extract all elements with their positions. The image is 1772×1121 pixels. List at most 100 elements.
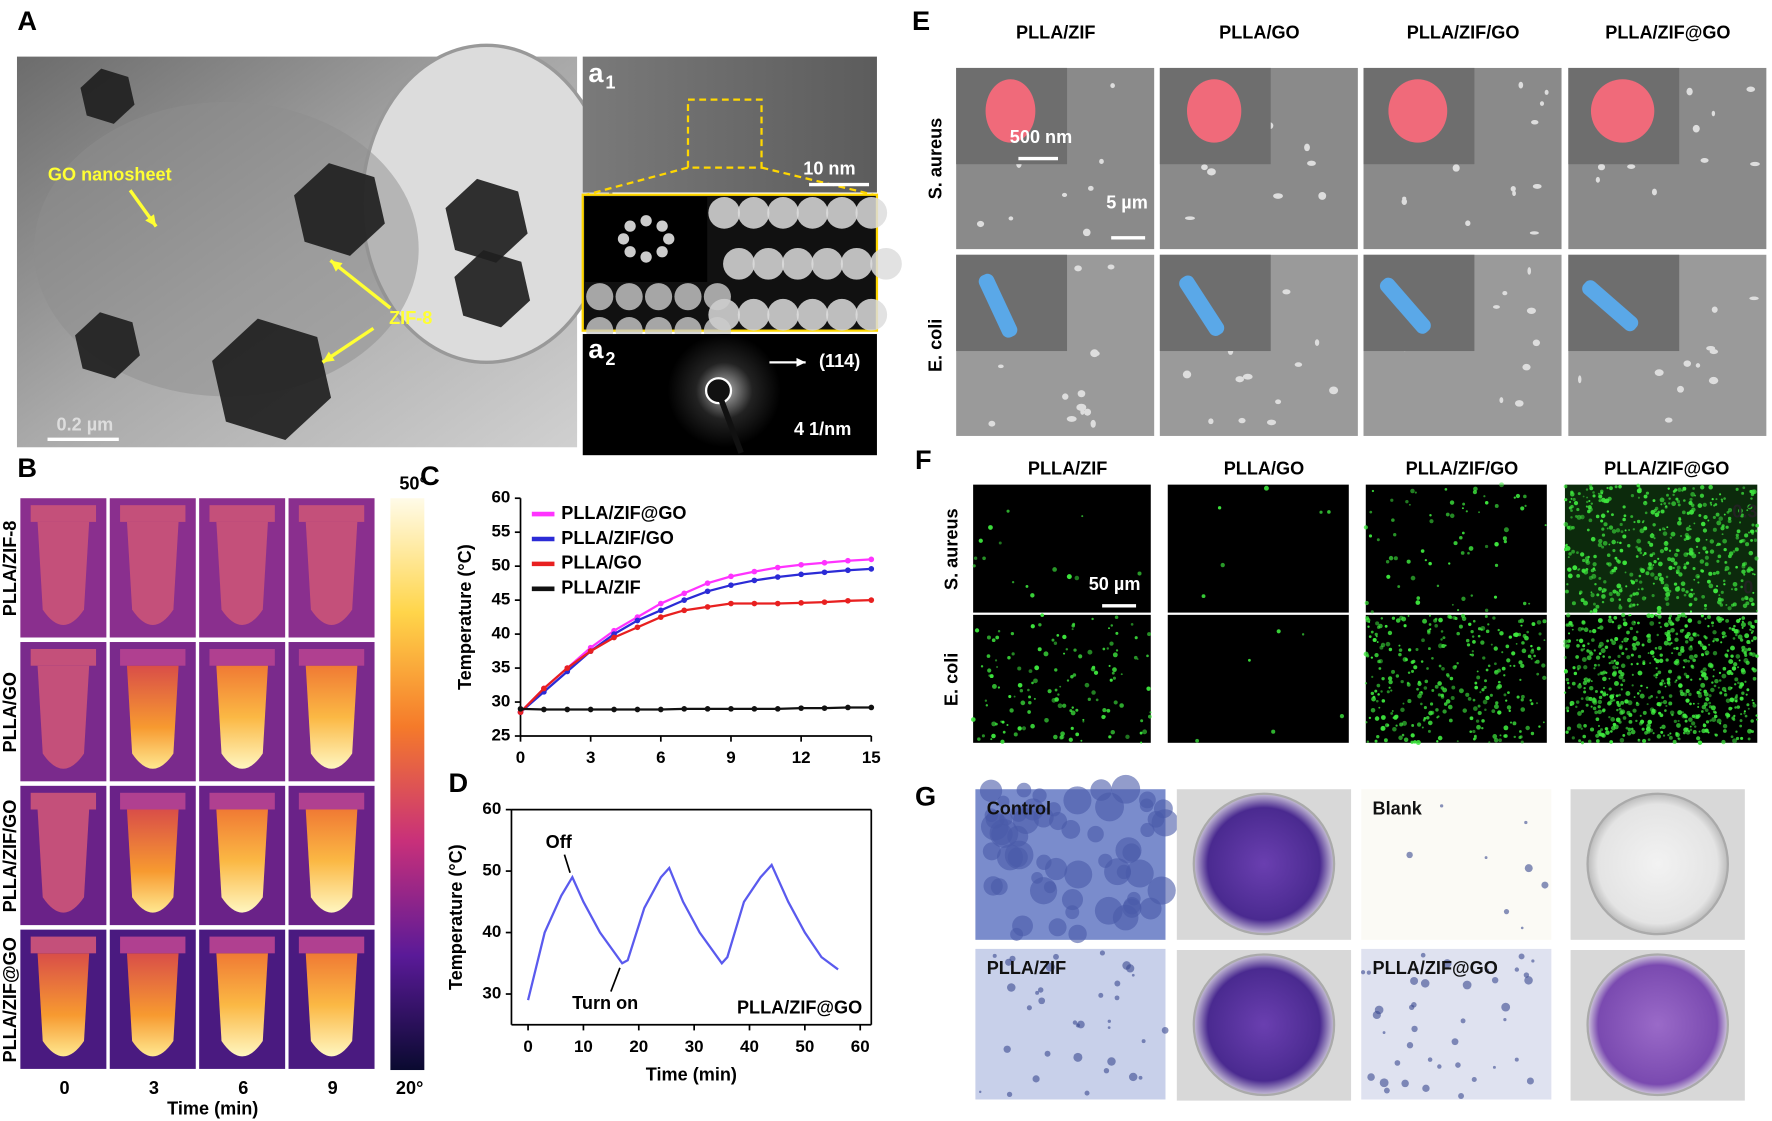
fluorescent-spot	[1423, 706, 1427, 710]
tube	[126, 521, 179, 625]
fluorescent-spot	[1586, 679, 1591, 683]
fluorescent-spot	[1692, 658, 1696, 663]
fluorescent-spot	[1680, 648, 1685, 653]
fluorescent-spot	[1724, 689, 1727, 693]
stain-spot	[1012, 915, 1033, 937]
point	[657, 600, 664, 607]
fluorescent-spot	[1670, 531, 1676, 537]
fluorescent-spot	[1403, 737, 1409, 742]
fluorescent-spot	[1106, 647, 1109, 650]
fluorescent-spot	[1616, 541, 1619, 544]
sem-speck	[1750, 161, 1760, 167]
fluorescent-spot	[1692, 632, 1698, 638]
point	[728, 573, 734, 580]
y-tick-label: 25	[491, 725, 510, 744]
fluorescent-spot	[1629, 626, 1634, 631]
fluorescent-spot	[1651, 532, 1654, 536]
stain-spot	[1379, 1078, 1389, 1088]
fluorescent-spot	[1633, 520, 1636, 524]
annotation-arrow	[610, 967, 621, 992]
fluorescent-spot	[1109, 641, 1114, 646]
fluorescent-spot	[1741, 626, 1744, 629]
fluorescent-spot	[1482, 699, 1488, 705]
fluorescent-spot	[1653, 674, 1656, 677]
stain-spot	[1053, 953, 1059, 960]
fluorescent-spot	[1691, 507, 1696, 512]
fluorescent-spot	[1639, 719, 1645, 724]
fluorescent-spot	[1381, 699, 1386, 703]
fluorescent-spot	[1749, 490, 1753, 493]
fluorescent-spot	[1072, 673, 1077, 677]
sem-speck	[1708, 376, 1719, 385]
fluorescent-spot	[1605, 730, 1610, 735]
fluorescent-spot	[1415, 600, 1421, 605]
sub-label-index: 1	[605, 73, 615, 93]
sem-speck	[976, 220, 985, 228]
fluorescent-spot	[1613, 659, 1617, 662]
fluorescent-spot	[1462, 502, 1466, 506]
fluorescent-spot	[1577, 626, 1583, 632]
fluorescent-spot	[1591, 628, 1597, 634]
label: GO nanosheet	[48, 164, 172, 184]
fluorescent-spot	[1370, 630, 1374, 634]
fluorescent-spot	[1649, 533, 1655, 539]
fluorescent-spot	[1723, 513, 1726, 516]
stain-spot	[1394, 1060, 1401, 1066]
fluorescent-spot	[1580, 648, 1584, 652]
label: Blank	[1373, 798, 1423, 818]
fluorescent-spot	[1603, 588, 1607, 592]
fluorescent-spot	[1425, 716, 1430, 720]
sem-speck	[1207, 168, 1216, 176]
sem-speck	[1526, 307, 1536, 314]
fluorescent-spot	[1608, 677, 1611, 680]
fluorescent-spot	[1597, 663, 1601, 667]
sem-speck	[1510, 186, 1516, 192]
fluorescent-spot	[1684, 615, 1688, 619]
fluorescent-spot	[1685, 526, 1691, 532]
tube-cap	[30, 505, 97, 522]
fluorescent-spot	[1428, 614, 1431, 617]
fluorescent-spot	[1697, 706, 1700, 708]
hrtem-image	[582, 56, 877, 193]
fluorescent-spot	[1385, 560, 1390, 564]
fluorescent-spot	[1612, 670, 1618, 675]
fluorescent-spot	[1709, 539, 1715, 544]
fluorescent-spot	[1627, 544, 1631, 548]
fluorescent-spot	[1581, 657, 1587, 663]
fluorescent-spot	[1571, 681, 1576, 686]
fluorescent-spot	[1618, 707, 1622, 711]
x-tick-label: 40	[740, 1037, 759, 1056]
stain-spot	[992, 953, 997, 958]
stain-spot	[1138, 1075, 1143, 1080]
fluorescent-spot	[1688, 717, 1693, 722]
fluorescent-spot	[1735, 736, 1740, 741]
fluorescent-spot	[1600, 648, 1606, 654]
sem-speck	[1107, 264, 1115, 270]
fluorescent-spot	[1698, 551, 1701, 554]
fluorescent-spot	[1715, 637, 1720, 642]
fluorescent-spot	[1718, 679, 1722, 682]
fluorescent-spot	[1137, 571, 1142, 576]
fluorescent-spot	[1585, 568, 1589, 571]
fluorescent-spot	[1625, 691, 1631, 696]
sem-speck	[1099, 158, 1104, 164]
fluorescent-spot	[1386, 690, 1390, 694]
sem-speck	[1208, 418, 1214, 425]
fluorescent-spot	[997, 686, 1001, 689]
fluorescent-spot	[1487, 664, 1491, 668]
fluorescent-spot	[1620, 587, 1623, 590]
stain-spot	[1139, 791, 1156, 809]
fluorescent-spot	[1752, 701, 1755, 705]
fluorescent-spot	[1573, 501, 1579, 506]
fluorescent-spot	[1704, 617, 1707, 620]
fluorescent-spot	[1513, 496, 1516, 499]
fluorescent-spot	[1588, 696, 1593, 701]
point	[564, 665, 571, 671]
sem-speck	[1465, 220, 1471, 227]
sem-speck	[1110, 83, 1115, 89]
fluorescent-spot	[1616, 666, 1619, 669]
fluorescent-spot	[1719, 493, 1722, 496]
fluorescent-spot	[991, 638, 996, 643]
fluorescent-spot	[1700, 653, 1705, 657]
point	[751, 568, 758, 575]
